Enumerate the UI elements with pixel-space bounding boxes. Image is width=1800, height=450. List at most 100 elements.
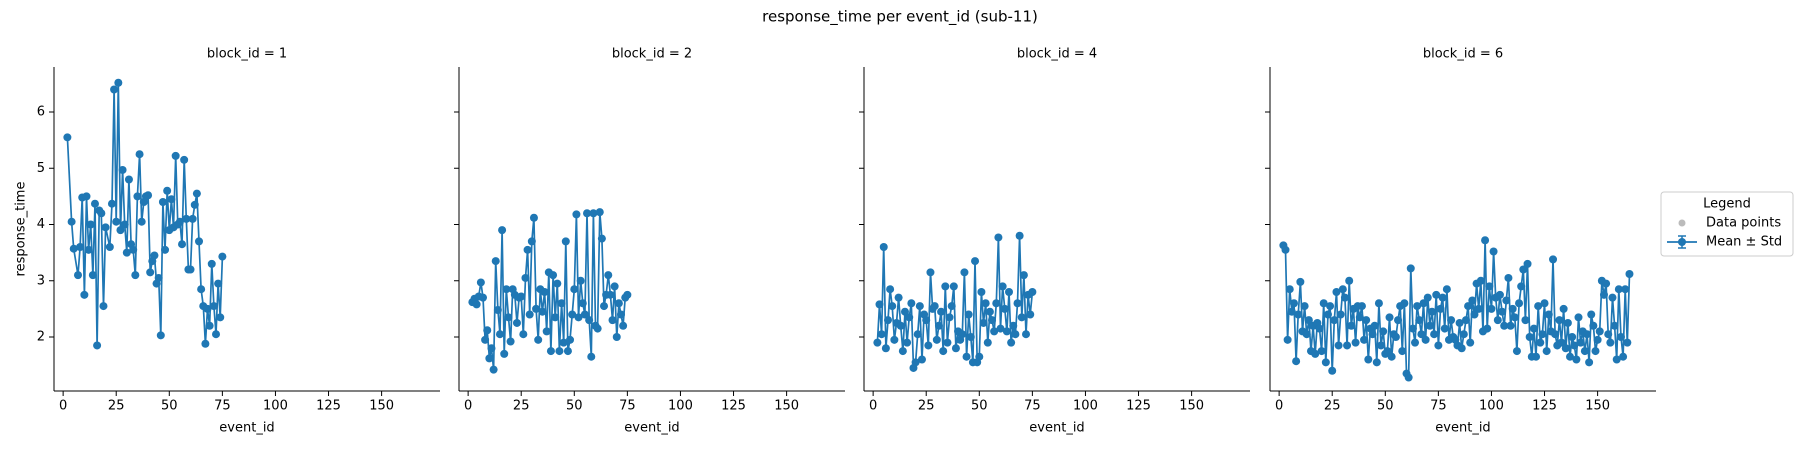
mean-marker <box>1512 347 1521 356</box>
mean-marker <box>186 265 195 274</box>
mean-marker <box>945 313 954 322</box>
mean-marker <box>996 324 1005 333</box>
mean-marker <box>1495 290 1504 299</box>
panel-title: block_id = 6 <box>1423 47 1503 62</box>
x-tick-label: 75 <box>1430 399 1447 414</box>
mean-marker <box>983 338 992 347</box>
mean-marker <box>63 133 72 142</box>
mean-marker <box>1013 299 1022 308</box>
mean-marker <box>964 310 973 319</box>
mean-marker <box>1557 338 1566 347</box>
mean-marker <box>1009 321 1018 330</box>
mean-marker <box>1521 316 1530 325</box>
mean-marker <box>506 337 515 346</box>
mean-marker <box>122 248 131 257</box>
mean-marker <box>1315 324 1324 333</box>
mean-marker <box>966 333 975 341</box>
mean-marker <box>1502 296 1511 305</box>
mean-marker <box>1568 333 1577 341</box>
mean-marker <box>924 341 933 350</box>
mean-marker <box>1540 299 1549 308</box>
mean-marker <box>1536 338 1545 347</box>
mean-marker <box>1582 330 1591 339</box>
mean-marker <box>549 271 558 280</box>
mean-marker <box>949 282 958 291</box>
mean-marker <box>150 251 159 260</box>
mean-marker <box>1602 279 1611 288</box>
x-tick-label: 0 <box>869 399 877 414</box>
mean-marker <box>555 347 564 356</box>
mean-marker <box>546 347 555 356</box>
mean-marker <box>608 316 617 325</box>
mean-marker <box>1455 318 1464 327</box>
mean-marker <box>915 302 924 311</box>
mean-marker <box>483 326 492 335</box>
mean-marker <box>1340 293 1349 302</box>
x-axis-label: event_id <box>624 421 679 436</box>
mean-marker <box>979 318 988 327</box>
mean-marker <box>943 338 952 347</box>
mean-marker <box>1551 330 1560 339</box>
mean-marker <box>540 288 549 296</box>
mean-marker <box>1326 302 1335 311</box>
mean-marker <box>1544 310 1553 319</box>
mean-marker <box>896 321 905 330</box>
mean-marker <box>1394 316 1403 325</box>
x-tick-label: 100 <box>263 399 288 414</box>
mean-marker <box>1372 358 1381 367</box>
mean-marker <box>1498 307 1507 316</box>
mean-marker <box>1470 310 1479 319</box>
mean-marker <box>926 268 935 277</box>
mean-marker <box>1007 338 1016 347</box>
x-axis-label: event_id <box>1435 421 1490 436</box>
x-tick-label: 50 <box>971 399 988 414</box>
mean-marker <box>1374 299 1383 308</box>
mean-marker <box>529 213 538 222</box>
mean-marker <box>557 299 566 308</box>
mean-marker <box>1019 271 1028 280</box>
mean-marker <box>129 245 138 254</box>
x-tick-label: 75 <box>214 399 231 414</box>
mean-marker <box>214 279 223 288</box>
mean-marker <box>1387 352 1396 361</box>
mean-marker <box>1317 347 1326 356</box>
mean-marker <box>192 189 201 198</box>
mean-marker <box>1351 338 1360 347</box>
mean-marker <box>1355 313 1364 322</box>
mean-marker <box>939 347 948 356</box>
mean-marker <box>1559 304 1568 313</box>
mean-marker <box>905 313 914 322</box>
mean-marker <box>1587 310 1596 319</box>
mean-marker <box>1549 255 1558 264</box>
mean-marker <box>619 321 628 330</box>
mean-marker <box>216 313 225 322</box>
mean-marker <box>1504 273 1513 282</box>
mean-marker <box>105 243 114 251</box>
x-tick-label: 150 <box>774 399 799 414</box>
mean-marker <box>1493 316 1502 325</box>
mean-marker <box>171 151 180 160</box>
mean-marker <box>1519 265 1528 274</box>
mean-marker <box>1357 302 1366 311</box>
mean-marker <box>960 268 969 277</box>
x-tick-label: 50 <box>161 399 178 414</box>
mean-marker <box>144 191 153 200</box>
mean-marker <box>1321 358 1330 367</box>
mean-marker <box>107 199 116 208</box>
mean-marker <box>495 330 504 339</box>
y-tick-label: 4 <box>37 217 45 232</box>
mean-marker <box>1440 324 1449 333</box>
mean-marker <box>1436 304 1445 313</box>
mean-marker <box>99 302 108 311</box>
mean-marker <box>1566 352 1575 361</box>
mean-marker <box>1408 324 1417 333</box>
mean-marker <box>1398 347 1407 356</box>
mean-marker <box>1589 321 1598 330</box>
mean-marker <box>69 244 78 253</box>
mean-marker <box>1022 330 1031 339</box>
legend-label: Mean ± Std <box>1706 235 1782 250</box>
mean-marker <box>911 358 920 367</box>
mean-marker <box>88 271 97 280</box>
mean-marker <box>574 313 583 322</box>
mean-marker <box>175 217 184 226</box>
